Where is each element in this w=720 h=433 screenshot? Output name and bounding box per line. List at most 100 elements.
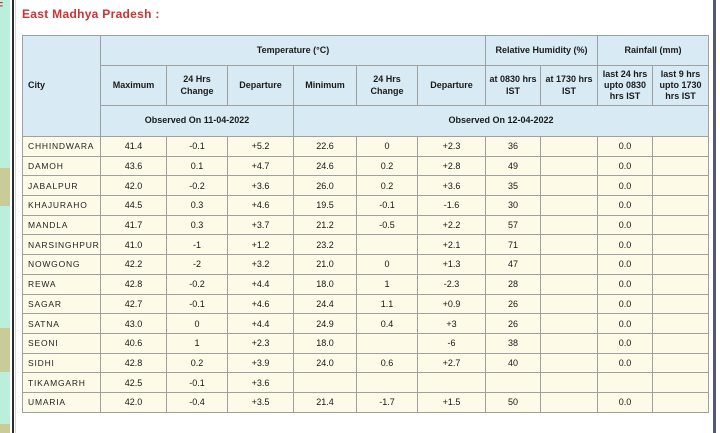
- city-cell: REWA: [22, 273, 101, 295]
- value-cell: 24.9: [293, 313, 357, 334]
- value-cell: +2.7: [416, 352, 487, 374]
- value-cell: 21.0: [293, 254, 357, 275]
- value-cell: 47: [485, 254, 542, 275]
- value-cell: 30: [485, 195, 542, 216]
- value-cell: 0.0: [597, 234, 654, 256]
- value-cell: [540, 214, 599, 236]
- value-cell: 24.6: [293, 155, 357, 177]
- city-cell: NARSINGHPUR: [22, 234, 101, 256]
- value-cell: 0.0: [597, 155, 654, 177]
- value-cell: -2.3: [416, 273, 487, 295]
- value-cell: [416, 372, 487, 393]
- value-cell: 1.1: [356, 293, 418, 315]
- value-cell: -0.2: [166, 175, 228, 197]
- page-edge-strip: [0, 0, 10, 433]
- value-cell: [652, 372, 710, 393]
- value-cell: [356, 234, 418, 256]
- value-cell: +1.3: [416, 254, 487, 275]
- value-cell: 0.0: [597, 391, 654, 413]
- value-cell: +2.8: [416, 155, 487, 177]
- table-row: DAMOH 43.6 0.1 +4.7 24.6 0.2 +2.8 49 0.0: [22, 155, 710, 177]
- table-row: TIKAMGARH 42.5 -0.1 +3.6: [22, 372, 710, 393]
- value-cell: -0.1: [166, 136, 228, 157]
- value-cell: 43.0: [100, 313, 167, 334]
- value-cell: 42.0: [100, 175, 167, 197]
- table-row: MANDLA 41.7 0.3 +3.7 21.2 -0.5 +2.2 57 0.0: [22, 214, 710, 236]
- value-cell: 0.0: [597, 195, 654, 216]
- value-cell: 0.6: [356, 352, 418, 374]
- value-cell: +3.6: [416, 175, 487, 197]
- city-column-header: City: [22, 35, 101, 137]
- left-divider-line: [12, 0, 14, 433]
- observed-date-max: Observed On 11-04-2022: [100, 105, 294, 137]
- value-cell: [652, 254, 710, 275]
- value-cell: 26.0: [293, 175, 357, 197]
- column-header: Maximum: [100, 65, 167, 106]
- value-cell: +3.6: [227, 372, 294, 393]
- table-row: SIDHI 42.8 0.2 +3.9 24.0 0.6 +2.7 40 0.0: [22, 352, 710, 374]
- value-cell: -2: [166, 254, 228, 275]
- value-cell: [540, 234, 599, 256]
- value-cell: -1: [166, 234, 228, 256]
- value-cell: 0.0: [597, 313, 654, 334]
- value-cell: 41.0: [100, 234, 167, 256]
- value-cell: -0.1: [166, 293, 228, 315]
- clipped-text-fragment: F: [0, 1, 4, 12]
- edge-tan-block: [0, 328, 10, 372]
- value-cell: 57: [485, 214, 542, 236]
- value-cell: 0.2: [166, 352, 228, 374]
- column-header: at 0830 hrs IST: [485, 65, 542, 106]
- city-cell: SEONI: [22, 332, 101, 354]
- value-cell: [652, 273, 710, 295]
- value-cell: +5.2: [227, 136, 294, 157]
- value-cell: 28: [485, 273, 542, 295]
- value-cell: +3.5: [227, 391, 294, 413]
- table-row: SAGAR 42.7 -0.1 +4.6 24.4 1.1 +0.9 26 0.0: [22, 293, 710, 315]
- value-cell: 40.6: [100, 332, 167, 354]
- observed-row: Observed On 11-04-2022 Observed On 12-04…: [23, 105, 710, 137]
- value-cell: -1.6: [416, 195, 487, 216]
- value-cell: 49: [485, 155, 542, 177]
- city-cell: SAGAR: [22, 293, 101, 315]
- observed-date-min: Observed On 12-04-2022: [292, 105, 710, 137]
- value-cell: 35: [485, 175, 542, 197]
- value-cell: -0.1: [356, 195, 418, 216]
- value-cell: 0.2: [356, 155, 418, 177]
- value-cell: +2.3: [416, 136, 487, 157]
- city-cell: JABALPUR: [22, 175, 101, 197]
- table-row: JABALPUR 42.0 -0.2 +3.6 26.0 0.2 +3.6 35 0.0: [22, 175, 710, 197]
- value-cell: +4.6: [227, 293, 294, 315]
- value-cell: 41.4: [100, 136, 167, 157]
- value-cell: +0.9: [416, 293, 487, 315]
- city-cell: DAMOH: [22, 155, 101, 177]
- value-cell: +2.1: [416, 234, 487, 256]
- value-cell: 0: [356, 136, 418, 157]
- value-cell: +2.2: [416, 214, 487, 236]
- value-cell: [485, 372, 542, 393]
- table-row: CHHINDWARA 41.4 -0.1 +5.2 22.6 0 +2.3 36 0.0: [22, 136, 710, 157]
- value-cell: 43.6: [100, 155, 167, 177]
- value-cell: +3.2: [227, 254, 294, 275]
- value-cell: 0.0: [597, 293, 654, 315]
- table-row: NOWGONG 42.2 -2 +3.2 21.0 0 +1.3 47 0.0: [22, 254, 710, 275]
- value-cell: [597, 372, 654, 393]
- group-header-row: City Temperature (°C) Relative Humidity …: [22, 35, 710, 137]
- value-cell: [540, 136, 599, 157]
- city-cell: SIDHI: [22, 352, 101, 374]
- value-cell: -0.4: [166, 391, 228, 413]
- right-page-border: [713, 0, 716, 433]
- group-header-temperature: Temperature (°C): [99, 35, 487, 66]
- edge-tan-block: [0, 424, 10, 433]
- value-cell: -0.5: [356, 214, 418, 236]
- column-header: 24 Hrs Change: [166, 65, 228, 106]
- value-cell: 38: [485, 332, 542, 354]
- sub-header-row: Maximum 24 Hrs Change Departure Minimum 24 H…: [23, 65, 710, 106]
- city-cell: TIKAMGARH: [22, 372, 101, 393]
- column-header: Minimum: [293, 65, 357, 106]
- value-cell: [540, 391, 599, 413]
- city-cell: UMARIA: [22, 391, 101, 413]
- city-cell: CHHINDWARA: [22, 136, 101, 157]
- value-cell: 0.3: [166, 214, 228, 236]
- value-cell: [540, 155, 599, 177]
